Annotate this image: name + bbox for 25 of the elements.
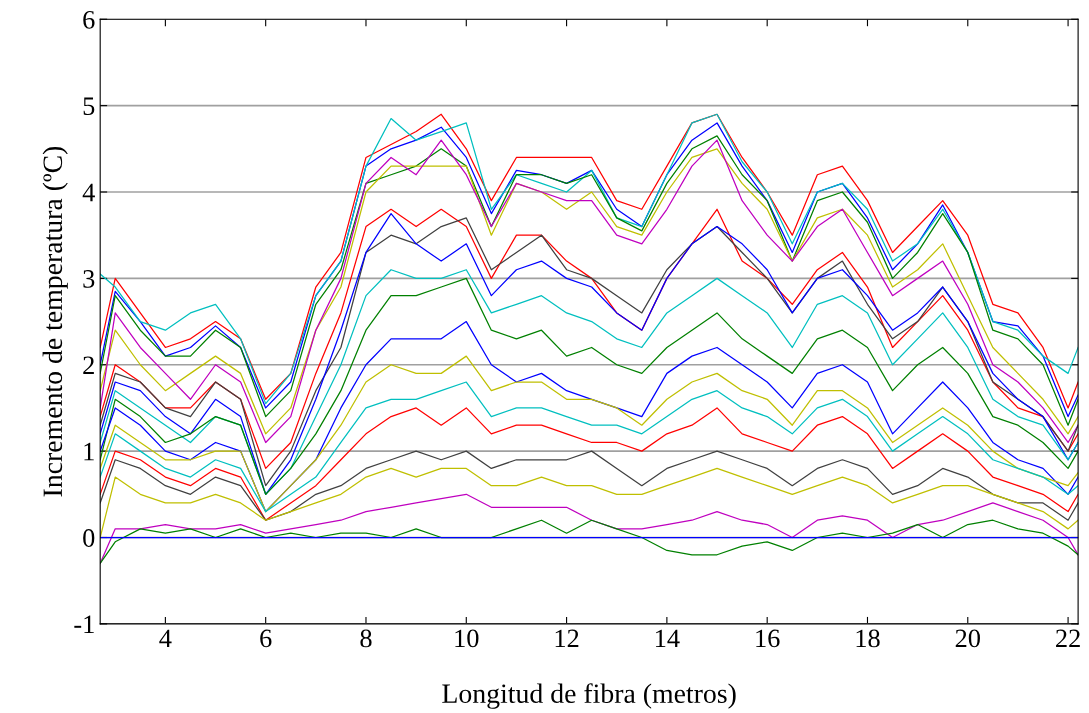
- y-tick-label: 1: [84, 442, 94, 461]
- x-tick-label: 20: [955, 629, 980, 648]
- x-tick-label: 10: [455, 629, 479, 648]
- y-tick-label: 0: [83, 529, 95, 547]
- x-tick-label: 22: [1056, 629, 1080, 648]
- line-series: [100, 407, 1079, 521]
- x-tick-label: 12: [555, 629, 579, 648]
- y-tick-label: 5: [83, 97, 95, 116]
- x-tick-label: 6: [260, 629, 272, 648]
- y-tick-label: 3: [83, 270, 95, 288]
- x-tick-label: 16: [756, 629, 780, 648]
- y-tick-label: -1: [74, 615, 94, 634]
- line-series: [100, 450, 1079, 521]
- x-tick-label: 18: [856, 629, 880, 648]
- line-series: [100, 355, 1079, 513]
- y-axis-title: Incremento de temperatura (ºC): [42, 146, 68, 497]
- x-axis-title: Longitud de fibra (metros): [442, 683, 736, 709]
- y-tick-label: 6: [83, 10, 95, 29]
- line-series: [100, 519, 1079, 565]
- x-tick-label: 14: [656, 629, 680, 648]
- x-tick-label: 8: [360, 629, 372, 648]
- x-tick-label: 4: [159, 629, 172, 648]
- line-series: [100, 381, 1079, 513]
- y-tick-label: 2: [83, 356, 94, 374]
- y-tick-label: 4: [82, 183, 95, 202]
